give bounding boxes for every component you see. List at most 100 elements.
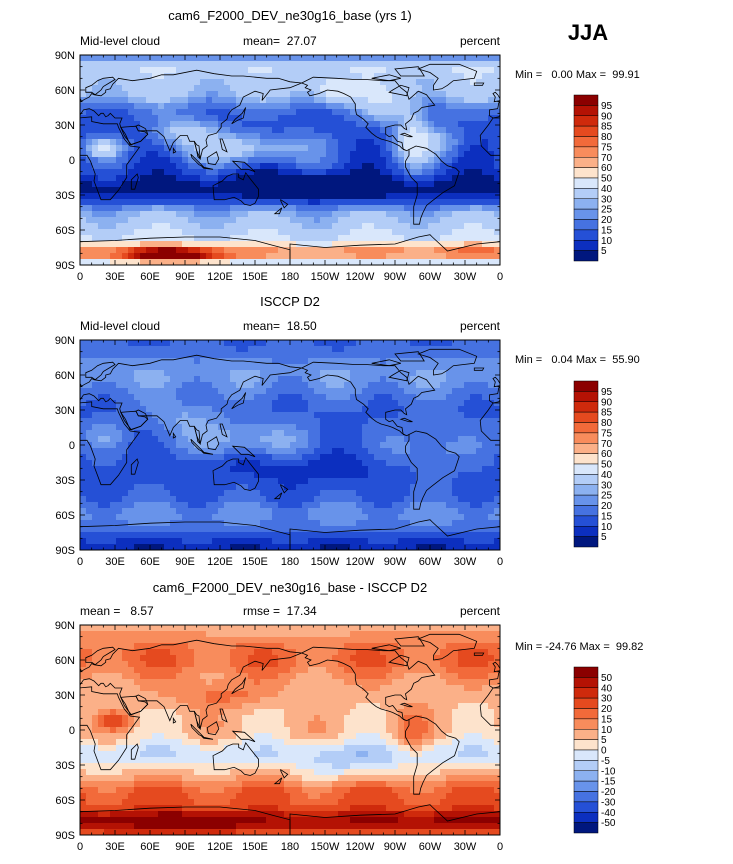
field-cell <box>116 79 123 86</box>
field-cell <box>374 145 381 152</box>
field-cell <box>404 352 411 359</box>
field-cell <box>404 364 411 371</box>
field-cell <box>380 253 387 260</box>
field-cell <box>338 466 345 473</box>
field-cell <box>332 151 339 158</box>
field-cell <box>428 193 435 200</box>
field-cell <box>236 460 243 467</box>
field-cell <box>326 139 333 146</box>
field-cell <box>410 460 417 467</box>
field-cell <box>296 139 303 146</box>
field-cell <box>152 55 159 62</box>
field-cell <box>392 235 399 242</box>
field-cell <box>494 169 500 176</box>
field-cell <box>290 223 297 230</box>
field-cell <box>230 370 237 377</box>
field-cell <box>80 253 87 260</box>
field-cell <box>308 103 315 110</box>
field-cell <box>344 358 351 365</box>
field-cell <box>224 394 231 401</box>
field-cell <box>428 169 435 176</box>
field-cell <box>398 157 405 164</box>
field-cell <box>494 55 500 62</box>
field-cell <box>368 217 375 224</box>
field-cell <box>104 91 111 98</box>
field-cell <box>182 472 189 479</box>
field-cell <box>230 229 237 236</box>
field-cell <box>320 388 327 395</box>
field-cell <box>428 340 435 347</box>
field-cell <box>290 259 297 265</box>
field-cell <box>212 133 219 140</box>
field-cell <box>464 109 471 116</box>
field-cell <box>104 127 111 134</box>
field-cell <box>134 67 141 74</box>
field-cell <box>104 466 111 473</box>
field-cell <box>128 388 135 395</box>
field-cell <box>338 199 345 206</box>
field-cell <box>134 61 141 68</box>
field-cell <box>332 406 339 413</box>
colorbar-label: 60 <box>601 163 613 174</box>
field-cell <box>182 217 189 224</box>
field-cell <box>170 235 177 242</box>
field-cell <box>80 115 87 122</box>
field-cell <box>206 532 213 539</box>
field-cell <box>338 97 345 104</box>
field-cell <box>290 55 297 62</box>
field-cell <box>182 85 189 92</box>
field-cell <box>182 199 189 206</box>
field-cell <box>362 253 369 260</box>
field-cell <box>230 145 237 152</box>
field-cell <box>188 490 195 497</box>
field-cell <box>386 496 393 503</box>
field-cell <box>278 382 285 389</box>
field-cell <box>218 181 225 188</box>
field-cell <box>146 466 153 473</box>
field-cell <box>230 508 237 515</box>
field-cell <box>428 91 435 98</box>
field-cell <box>104 532 111 539</box>
field-cell <box>134 478 141 485</box>
field-cell <box>470 55 477 62</box>
field-cell <box>260 259 267 265</box>
field-cell <box>440 97 447 104</box>
field-cell <box>314 532 321 539</box>
field-cell <box>464 151 471 158</box>
field-cell <box>380 61 387 68</box>
field-cell <box>80 436 87 443</box>
field-cell <box>170 55 177 62</box>
field-cell <box>326 424 333 431</box>
field-cell <box>392 478 399 485</box>
field-cell <box>230 436 237 443</box>
field-cell <box>110 85 117 92</box>
field-cell <box>80 73 87 80</box>
field-cell <box>488 448 495 455</box>
field-cell <box>152 151 159 158</box>
field-cell <box>458 478 465 485</box>
field-cell <box>194 454 201 461</box>
field-cell <box>404 259 411 265</box>
field-cell <box>392 175 399 182</box>
field-cell <box>464 496 471 503</box>
field-cell <box>200 406 207 413</box>
field-cell <box>380 67 387 74</box>
field-cell <box>176 340 183 347</box>
field-cell <box>266 115 273 122</box>
field-cell <box>284 388 291 395</box>
field-cell <box>326 259 333 265</box>
field-cell <box>86 514 93 521</box>
field-cell <box>440 478 447 485</box>
field-cell <box>254 526 261 533</box>
field-cell <box>230 526 237 533</box>
field-cell <box>392 169 399 176</box>
field-cell <box>380 97 387 104</box>
field-cell <box>392 229 399 236</box>
field-cell <box>452 97 459 104</box>
field-cell <box>416 502 423 509</box>
field-cell <box>80 340 87 347</box>
field-cell <box>392 127 399 134</box>
field-cell <box>104 199 111 206</box>
field-cell <box>230 448 237 455</box>
field-cell <box>278 436 285 443</box>
